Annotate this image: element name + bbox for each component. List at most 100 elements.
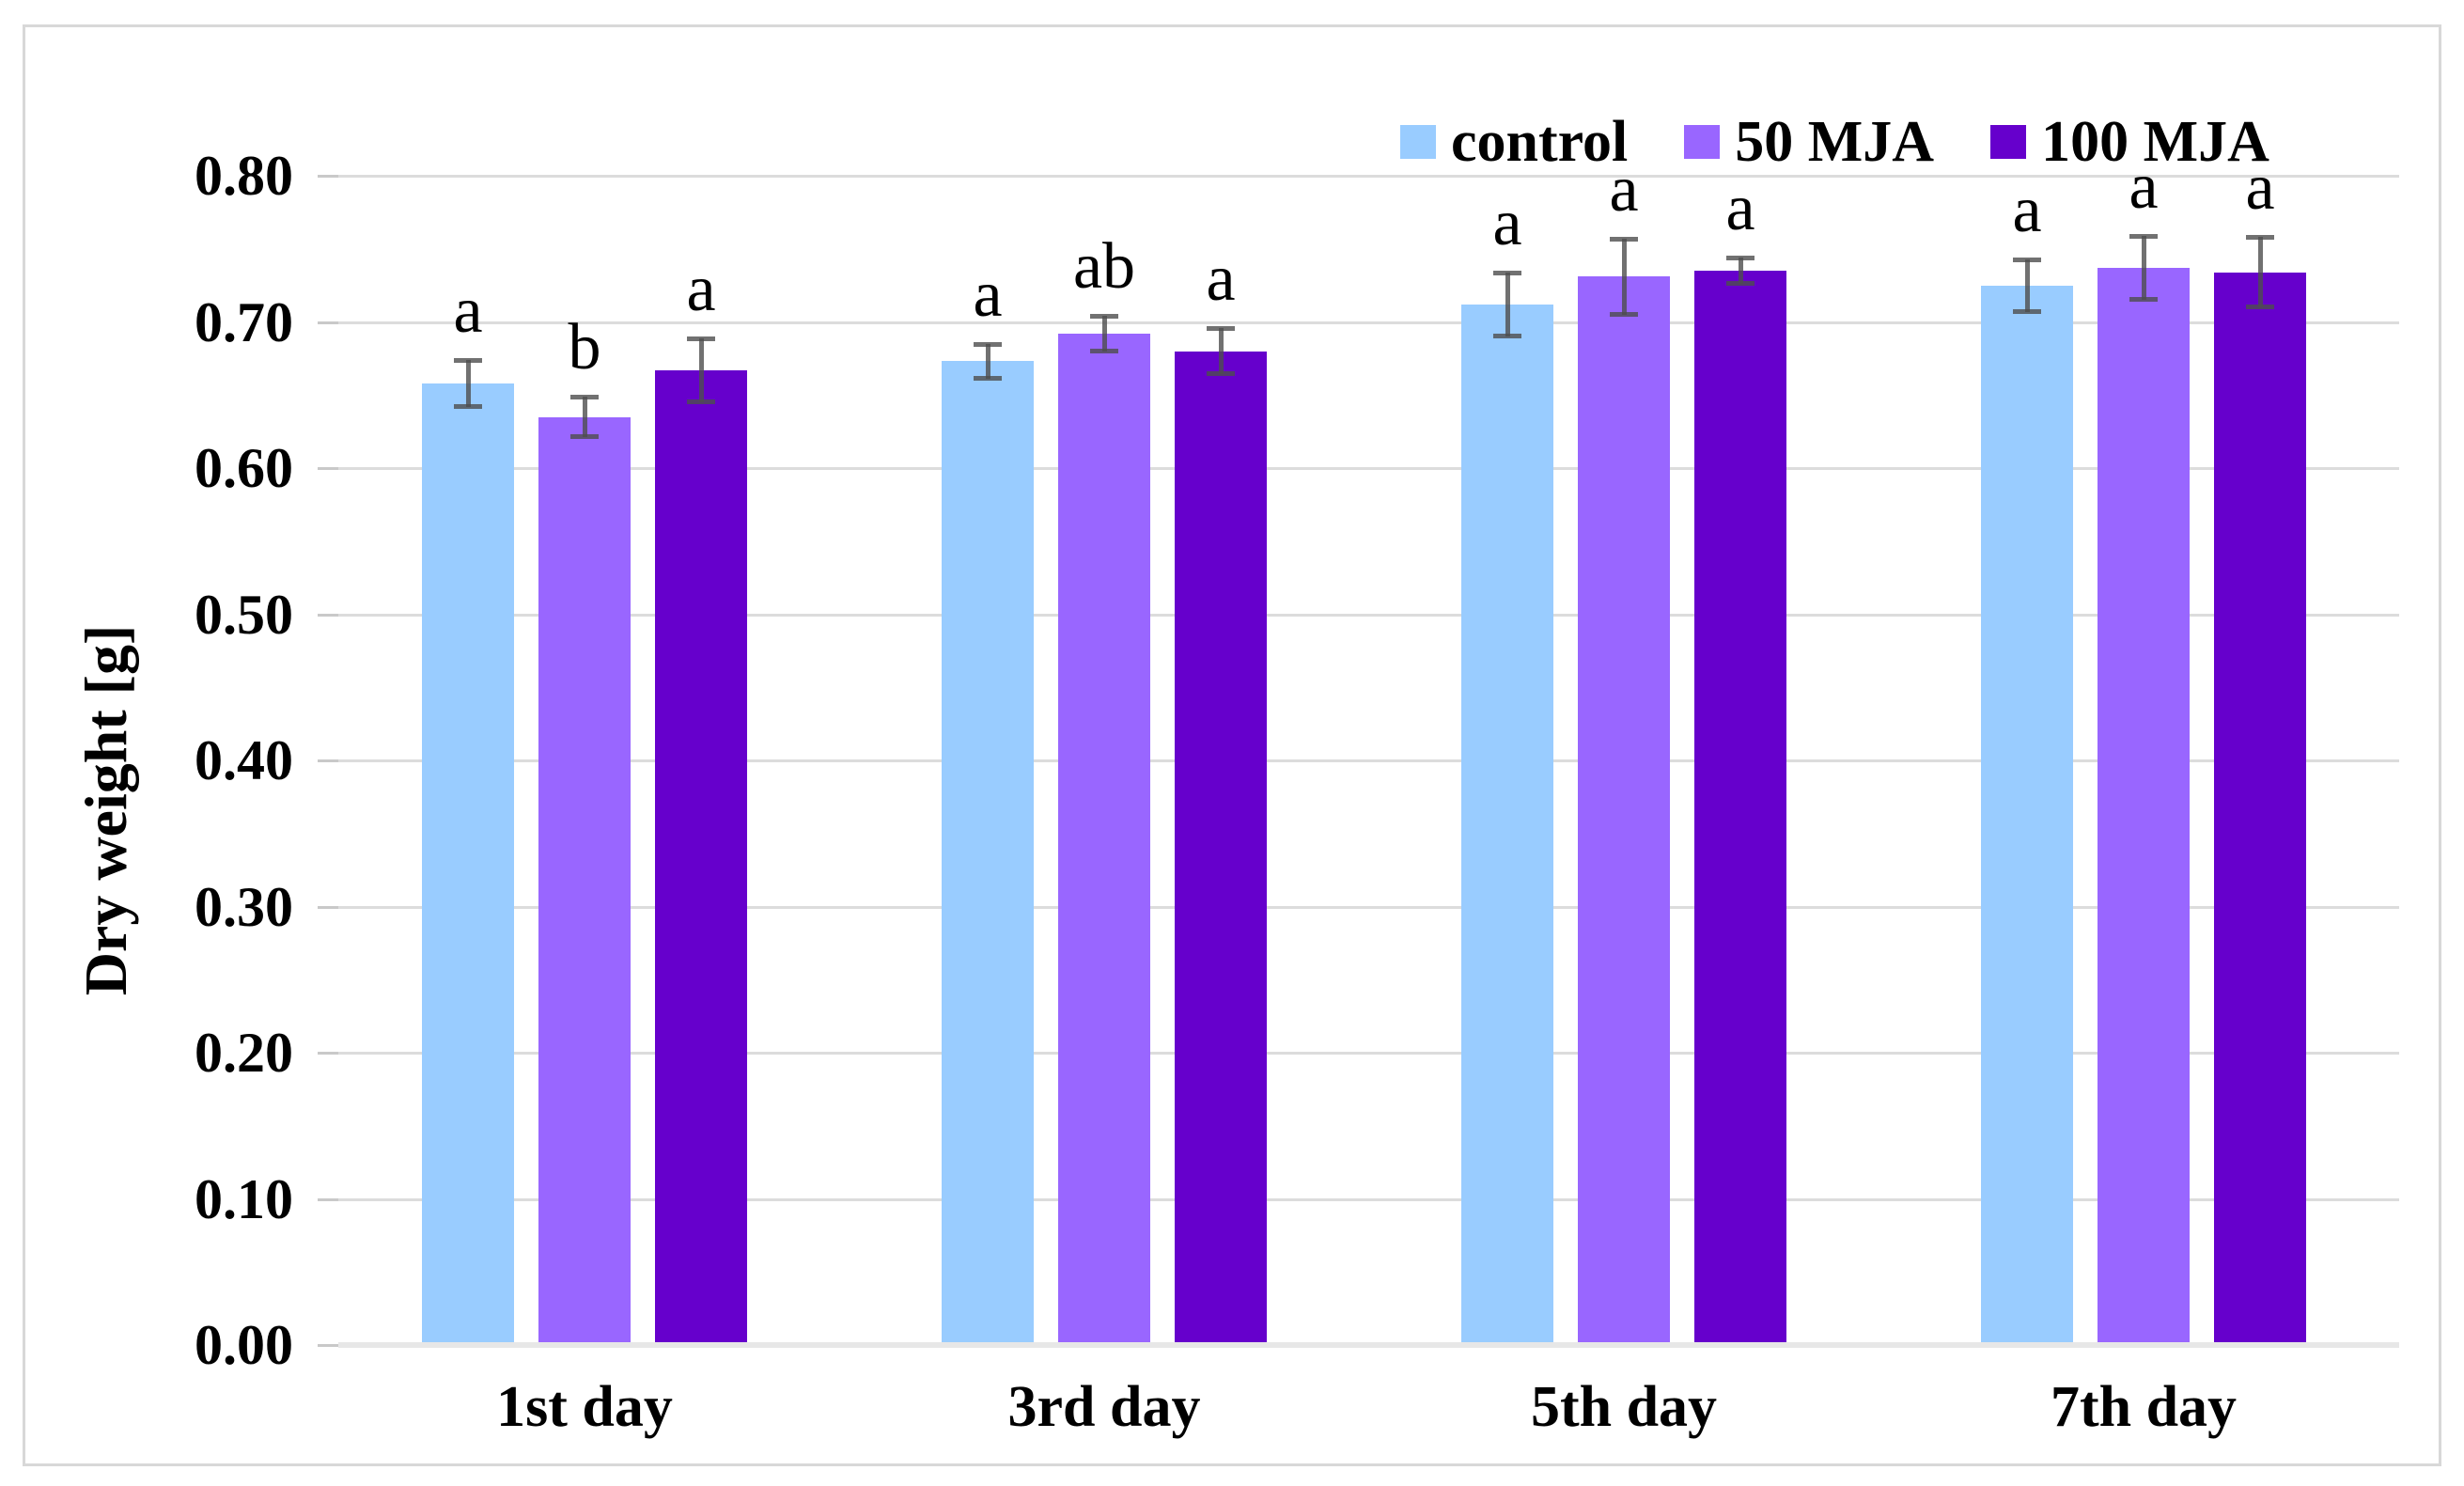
bar [1981,285,2073,1345]
bar [422,383,514,1345]
y-axis-title: Dry weight [g] [72,624,139,996]
error-bar-cap-top [2013,257,2041,262]
y-axis-tick [318,1052,338,1055]
y-axis-tick [318,1197,338,1201]
error-bar-cap-bottom [454,403,482,409]
x-axis-line [338,1342,2399,1348]
error-bar-cap-bottom [1610,311,1638,317]
error-bar-cap-top [1726,256,1754,261]
legend-label: 100 MJA [2041,110,2269,174]
error-bar-cap-bottom [2129,297,2158,303]
error-bar-cap-bottom [2246,304,2274,309]
bar [1578,276,1670,1345]
y-axis-tick [318,905,338,909]
error-bar-cap-top [1090,314,1118,320]
error-bar [582,396,587,438]
error-bar-cap-bottom [974,376,1002,382]
bar [538,416,631,1345]
y-tick-label: 0.10 [195,1167,293,1230]
significance-letter: a [1492,186,1522,259]
gridline [338,905,2399,909]
y-tick-label: 0.50 [195,583,293,646]
error-bar-cap-bottom [2013,308,2041,314]
error-bar-cap-top [1493,270,1521,275]
error-bar-cap-top [974,341,1002,347]
y-tick-label: 0.00 [195,1314,293,1376]
error-bar-cap-top [2246,235,2274,241]
error-bar [1621,238,1627,315]
significance-letter: a [1725,172,1755,245]
bar [655,369,747,1345]
significance-letter: a [453,274,483,347]
gridline [338,759,2399,762]
gridline [338,467,2399,470]
y-axis-tick [318,759,338,762]
y-tick-label: 0.80 [195,145,293,207]
gridline [338,1052,2399,1055]
legend: control 50 MJA 100 MJA [1400,111,2269,173]
legend-swatch [1990,125,2027,159]
significance-letter: a [2012,173,2042,246]
error-bar-cap-top [454,357,482,363]
error-bar-cap-bottom [1493,334,1521,339]
error-bar-cap-top [1207,325,1235,331]
legend-swatch [1400,125,1436,159]
error-bar [1218,327,1224,375]
error-bar-cap-bottom [687,399,715,405]
error-bar-cap-top [2129,233,2158,239]
y-axis-tick [318,467,338,470]
error-bar [2141,235,2146,301]
y-tick-label: 0.40 [195,729,293,791]
legend-item: control [1400,111,1628,173]
y-axis-tick [318,321,338,324]
bar [1175,351,1267,1345]
error-bar [1505,272,1510,337]
legend-item: 100 MJA [1990,111,2269,173]
error-bar-cap-bottom [570,434,599,440]
legend-swatch [1684,125,1721,159]
bar [1694,271,1786,1345]
error-bar [1738,258,1743,285]
x-category-label: 1st day [496,1375,673,1439]
gridline [338,613,2399,617]
error-bar [2257,237,2263,307]
significance-letter: a [2129,149,2159,223]
y-axis-tick [318,1344,338,1347]
error-bar [465,359,471,407]
y-tick-label: 0.60 [195,437,293,499]
gridline [338,1197,2399,1201]
y-tick-label: 0.20 [195,1022,293,1084]
significance-letter: a [686,252,716,325]
y-axis-tick [318,613,338,617]
significance-letter: a [1206,242,1236,315]
error-bar [2024,258,2030,312]
error-bar [698,337,704,402]
error-bar-cap-bottom [1090,348,1118,353]
gridline [338,175,2399,178]
error-bar-cap-top [570,394,599,399]
significance-letter: a [1609,152,1639,226]
x-category-label: 7th day [2050,1375,2238,1439]
bar [2214,272,2306,1345]
bar [942,361,1034,1345]
error-bar [985,343,990,380]
x-category-label: 5th day [1530,1375,1718,1439]
significance-letter: a [2245,151,2275,225]
legend-item: 50 MJA [1684,111,1934,173]
x-category-label: 3rd day [1007,1375,1201,1439]
significance-letter: a [973,258,1003,331]
bar [1461,304,1553,1345]
y-axis-tick [318,175,338,178]
legend-label: 50 MJA [1735,110,1935,174]
legend-label: control [1451,110,1629,174]
error-bar-cap-bottom [1726,281,1754,287]
error-bar-cap-bottom [1207,371,1235,377]
bar [2098,267,2190,1345]
error-bar-cap-top [687,336,715,341]
error-bar-cap-top [1610,236,1638,242]
y-tick-label: 0.70 [195,290,293,353]
y-tick-label: 0.30 [195,875,293,938]
